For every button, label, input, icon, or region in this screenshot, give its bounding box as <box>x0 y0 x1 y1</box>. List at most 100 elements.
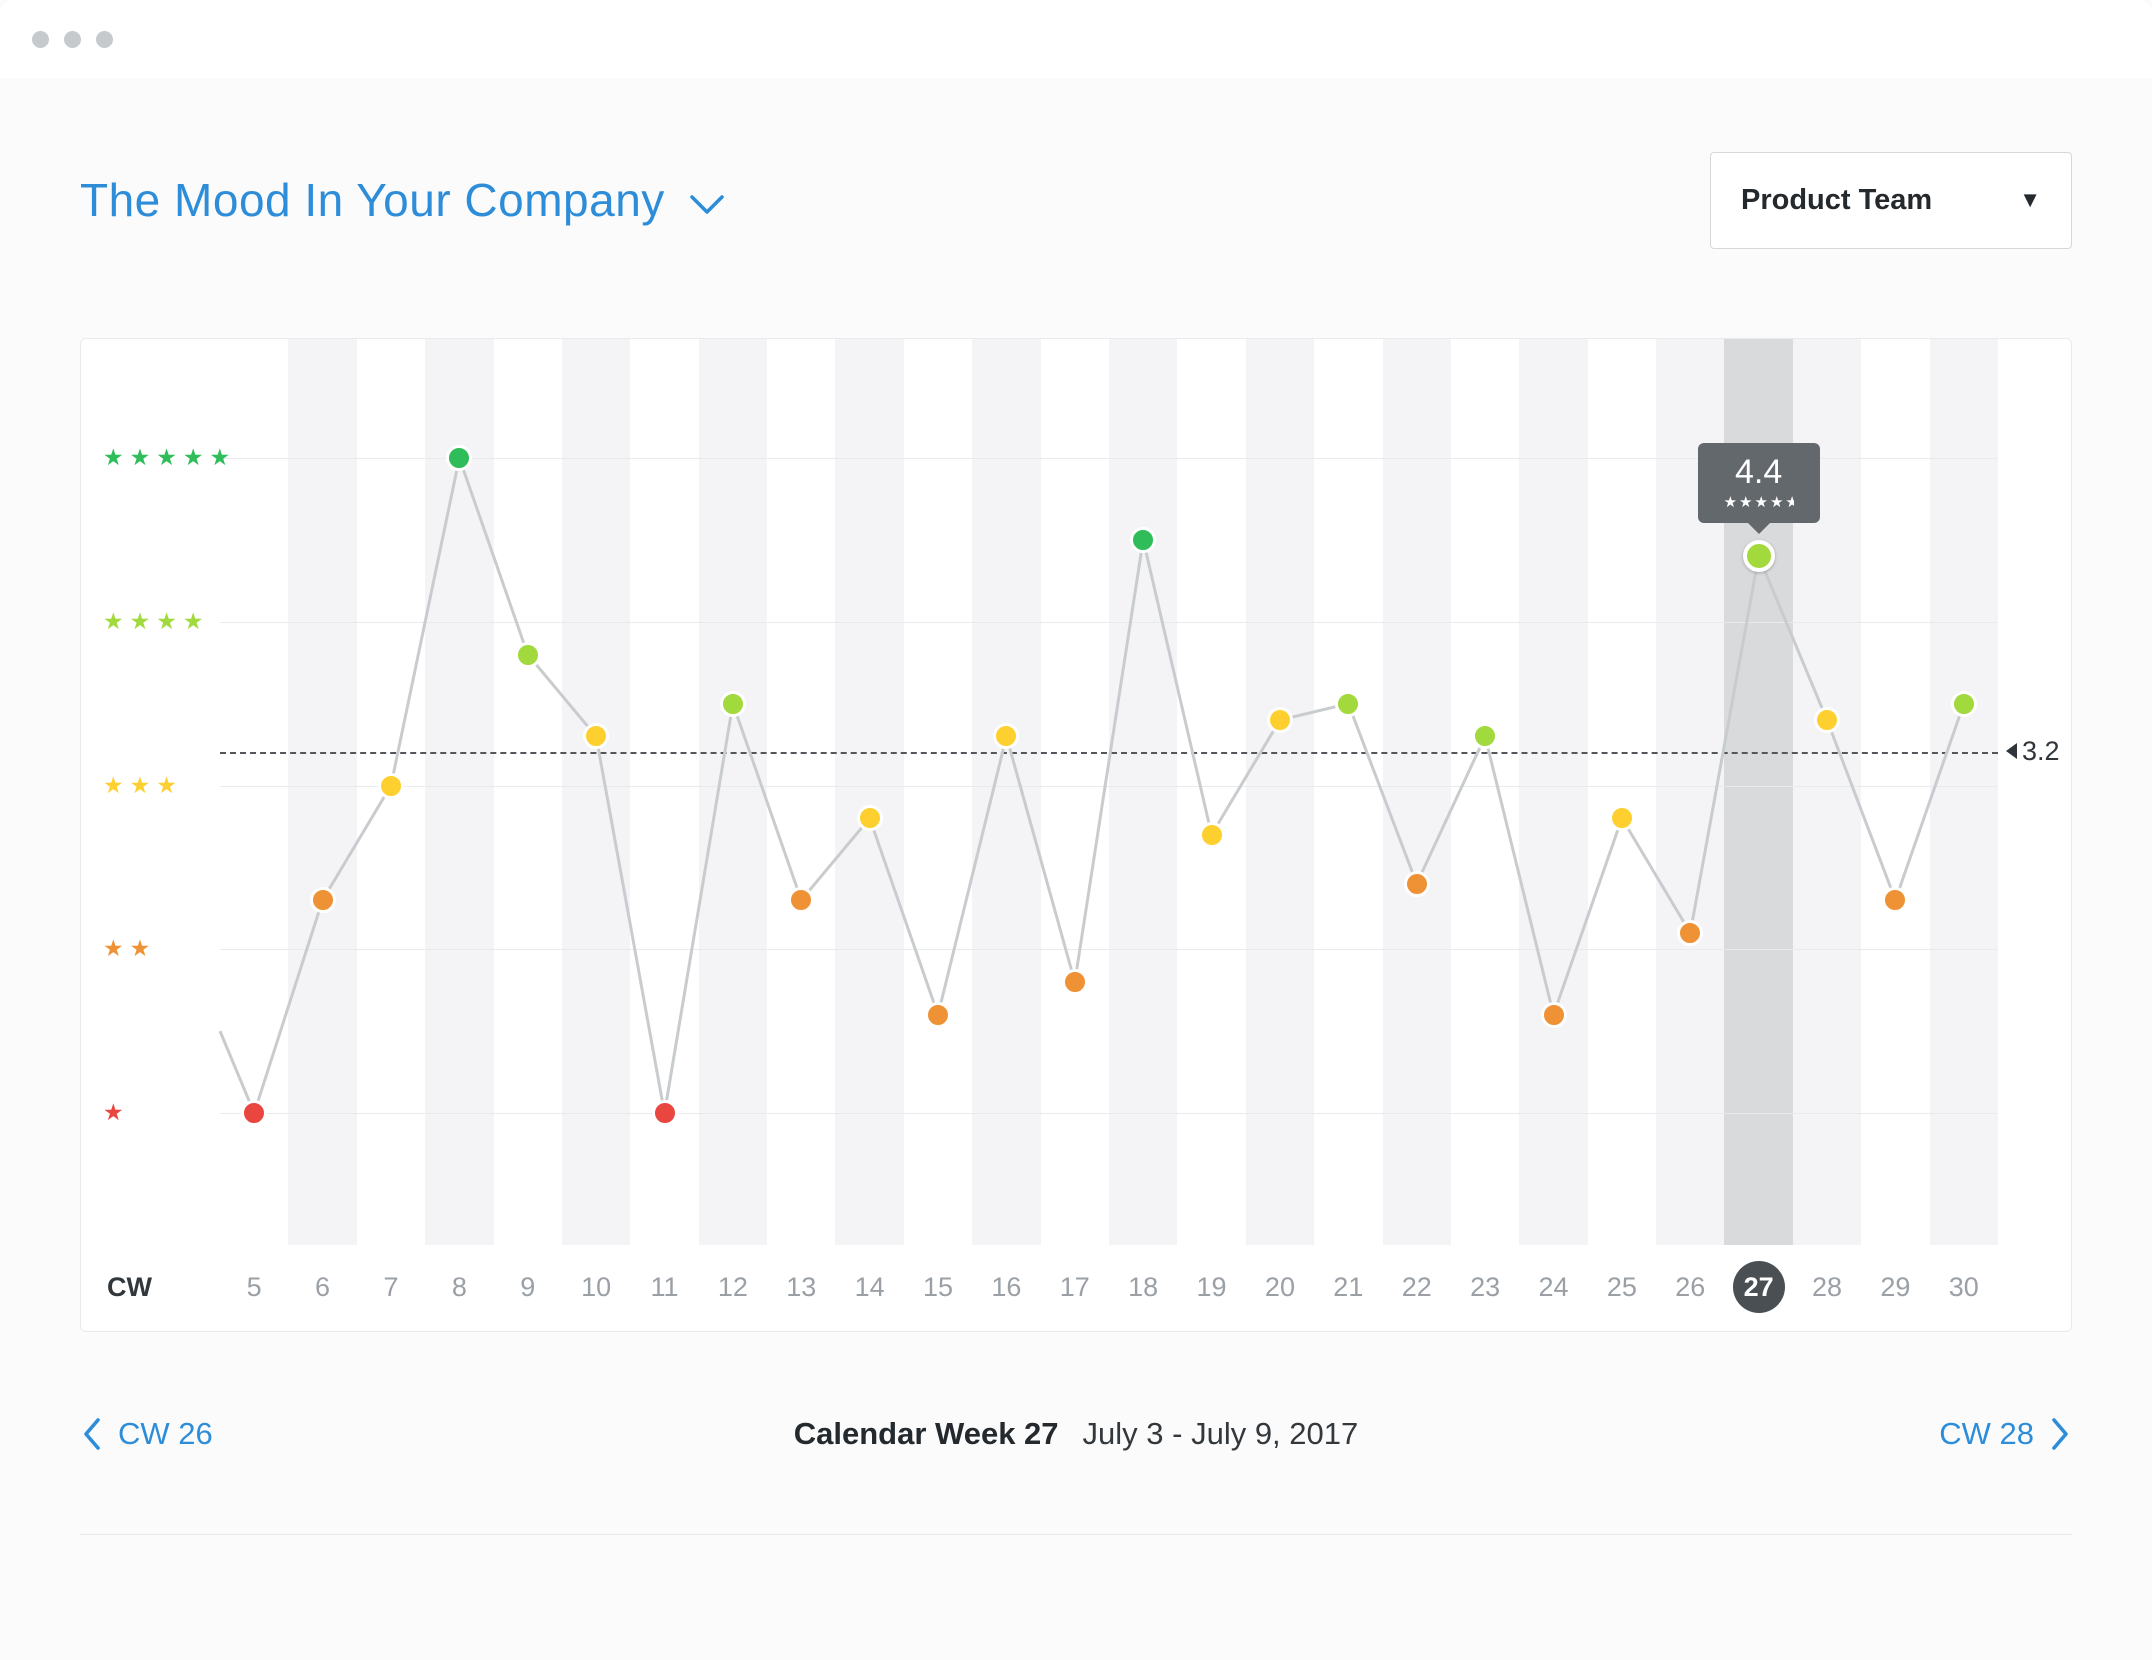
data-point-week-13[interactable] <box>788 887 815 914</box>
current-week-label: Calendar Week 27 <box>793 1416 1059 1451</box>
data-point-week-30[interactable] <box>1950 690 1977 717</box>
data-point-week-24[interactable] <box>1540 1001 1567 1028</box>
week-column-stripe <box>835 339 904 1245</box>
page-header: The Mood In Your Company Product Team ▼ <box>80 150 2072 250</box>
data-point-week-11[interactable] <box>651 1100 678 1126</box>
x-axis-label-week-16[interactable]: 16 <box>991 1272 1022 1302</box>
data-point-week-17[interactable] <box>1061 969 1088 995</box>
selected-data-point-week-27[interactable] <box>1742 540 1775 573</box>
window-control-dot[interactable] <box>96 30 113 48</box>
average-line <box>220 751 1998 754</box>
week-navigation: CW 26 Calendar Week 27 July 3 - July 9, … <box>80 1398 2072 1470</box>
mood-chart-card: ★★★★★★★★★★★★★★★3.24.4★★★★★CW567891011121… <box>80 338 2072 1332</box>
x-axis-label-week-21[interactable]: 21 <box>1333 1272 1364 1302</box>
data-point-week-29[interactable] <box>1882 887 1909 914</box>
average-marker-triangle-icon <box>2006 743 2017 760</box>
x-axis-label-week-12[interactable]: 12 <box>717 1272 748 1302</box>
x-axis-label-week-19[interactable]: 19 <box>1196 1272 1227 1302</box>
x-axis-label-week-28[interactable]: 28 <box>1812 1272 1843 1302</box>
x-axis-label-week-26[interactable]: 26 <box>1675 1272 1706 1302</box>
tooltip-value: 4.4 <box>1735 453 1783 492</box>
week-column-stripe <box>1382 339 1451 1245</box>
team-selector-dropdown[interactable]: Product Team ▼ <box>1710 151 2072 249</box>
data-point-week-28[interactable] <box>1814 707 1841 733</box>
tooltip-star-rating: ★★★★★ <box>1698 493 1820 511</box>
x-axis-title: CW <box>107 1272 152 1302</box>
x-axis-label-week-10[interactable]: 10 <box>581 1272 612 1302</box>
window-control-dot[interactable] <box>32 30 49 48</box>
data-point-week-15[interactable] <box>925 1001 952 1028</box>
week-column-stripe <box>1109 339 1178 1245</box>
chevron-left-icon <box>84 1418 100 1450</box>
week-column-stripe <box>561 339 631 1245</box>
window-control-dot[interactable] <box>64 30 81 48</box>
x-axis-label-week-15[interactable]: 15 <box>923 1272 954 1302</box>
x-axis-label-week-14[interactable]: 14 <box>854 1272 885 1302</box>
week-column-stripe <box>1929 339 1998 1245</box>
y-axis-star-rating-1: ★ <box>103 1099 130 1125</box>
x-axis-label-week-24[interactable]: 24 <box>1538 1272 1569 1302</box>
y-gridline <box>220 1113 1998 1114</box>
week-column-stripe <box>288 339 357 1245</box>
week-column-stripe <box>425 339 494 1245</box>
data-point-week-21[interactable] <box>1335 690 1362 717</box>
next-week-link[interactable]: CW 28 <box>1925 1414 2072 1454</box>
x-axis-label-week-6[interactable]: 6 <box>315 1272 331 1302</box>
data-point-week-10[interactable] <box>583 723 610 750</box>
data-point-week-6[interactable] <box>309 887 336 914</box>
title-chevron-down-icon[interactable] <box>687 192 727 218</box>
x-axis-label-week-29[interactable]: 29 <box>1880 1272 1911 1302</box>
x-axis-label-week-9[interactable]: 9 <box>520 1272 536 1302</box>
bottom-divider <box>80 1534 2072 1535</box>
data-point-week-26[interactable] <box>1677 919 1704 946</box>
x-axis-label-week-5[interactable]: 5 <box>246 1272 262 1302</box>
prev-week-label: CW 26 <box>118 1416 213 1451</box>
week-column-stripe <box>1519 339 1588 1245</box>
x-axis-label-week-23[interactable]: 23 <box>1470 1272 1501 1302</box>
y-axis-star-rating-4: ★★★★ <box>103 607 210 634</box>
x-axis-label-week-17[interactable]: 17 <box>1059 1272 1090 1302</box>
prev-week-link[interactable]: CW 26 <box>80 1414 227 1454</box>
y-axis-star-rating-3: ★★★ <box>103 771 183 798</box>
current-week-date-range: July 3 - July 9, 2017 <box>1082 1416 1359 1451</box>
x-axis-label-week-20[interactable]: 20 <box>1264 1272 1295 1302</box>
data-point-week-5[interactable] <box>241 1100 268 1126</box>
x-axis-label-week-18[interactable]: 18 <box>1128 1272 1159 1302</box>
y-gridline <box>220 949 1998 951</box>
average-value-label: 3.2 <box>2006 736 2060 767</box>
window-titlebar <box>0 0 2152 78</box>
data-point-week-16[interactable] <box>993 723 1020 750</box>
x-axis-label-week-7[interactable]: 7 <box>383 1272 399 1302</box>
x-axis-label-week-25[interactable]: 25 <box>1606 1272 1637 1302</box>
selected-point-tooltip: 4.4★★★★★ <box>1697 443 1820 535</box>
data-point-week-20[interactable] <box>1266 707 1293 733</box>
data-point-week-8[interactable] <box>446 445 473 471</box>
week-column-stripe <box>972 339 1041 1245</box>
chevron-right-icon <box>2052 1418 2068 1450</box>
x-axis-label-week-8[interactable]: 8 <box>451 1272 467 1302</box>
caret-down-icon: ▼ <box>2019 187 2041 212</box>
data-point-week-22[interactable] <box>1403 870 1430 897</box>
y-axis-star-rating-5: ★★★★★ <box>103 444 237 470</box>
data-point-week-25[interactable] <box>1608 805 1635 832</box>
page-title: The Mood In Your Company <box>80 173 727 227</box>
data-point-week-12[interactable] <box>719 690 746 717</box>
data-point-week-19[interactable] <box>1198 821 1225 848</box>
x-axis-label-week-27[interactable]: 27 <box>1724 1261 1792 1313</box>
data-point-week-7[interactable] <box>377 772 404 799</box>
half-star-icon: ★ <box>1785 493 1793 511</box>
data-point-week-9[interactable] <box>514 641 541 668</box>
week-column-stripe <box>1245 339 1315 1245</box>
x-axis-label-week-13[interactable]: 13 <box>786 1272 817 1302</box>
next-week-label: CW 28 <box>1939 1416 2034 1451</box>
data-point-week-14[interactable] <box>856 805 883 832</box>
data-point-week-23[interactable] <box>1472 723 1499 750</box>
y-gridline <box>220 785 1998 787</box>
selected-week-badge[interactable]: 27 <box>1732 1261 1785 1313</box>
data-point-week-18[interactable] <box>1130 526 1157 553</box>
average-value-text: 3.2 <box>2022 735 2060 766</box>
x-axis-label-week-22[interactable]: 22 <box>1401 1272 1432 1302</box>
x-axis-label-week-30[interactable]: 30 <box>1948 1272 1979 1302</box>
x-axis-label-week-11[interactable]: 11 <box>650 1272 679 1302</box>
